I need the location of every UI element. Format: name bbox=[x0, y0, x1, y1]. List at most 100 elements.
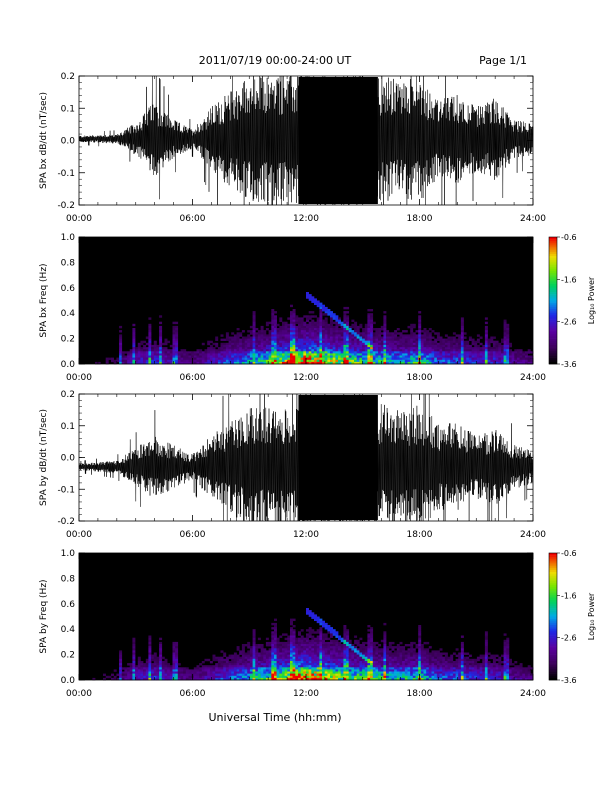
spectrogram-cell bbox=[356, 648, 360, 651]
spectrogram-cell bbox=[367, 675, 371, 679]
spectrogram-cell bbox=[290, 661, 293, 664]
spectrogram-cell bbox=[356, 328, 360, 331]
spectrogram-cell bbox=[217, 658, 221, 662]
spectrogram-cell bbox=[407, 361, 411, 365]
spectrogram-cell bbox=[426, 661, 430, 664]
spectrogram-cell bbox=[498, 355, 502, 358]
spectrogram-cell bbox=[175, 673, 179, 677]
spectrogram-cell bbox=[220, 673, 224, 677]
spectrogram-cell bbox=[284, 344, 288, 348]
spectrogram-cell bbox=[311, 311, 315, 314]
spectrogram-cell bbox=[386, 347, 390, 350]
spectrogram-cell bbox=[482, 661, 486, 664]
spectrogram-cell bbox=[284, 673, 288, 677]
spectrogram-cell bbox=[391, 673, 395, 677]
spectrogram-cell bbox=[284, 663, 288, 666]
spectrogram-cell bbox=[212, 342, 216, 346]
spectrogram-cell bbox=[442, 658, 446, 662]
spectrogram-cell bbox=[509, 342, 512, 346]
spectrogram-cell bbox=[316, 648, 320, 651]
spectrogram-cell bbox=[418, 332, 422, 335]
spectrogram-cell bbox=[386, 667, 390, 670]
spectrogram-cell bbox=[265, 650, 269, 653]
spectrogram-cell bbox=[346, 351, 350, 354]
spectrogram-cell bbox=[343, 650, 347, 653]
spectrogram-cell bbox=[324, 635, 328, 638]
spectrogram-cell bbox=[124, 359, 128, 363]
spectrogram-cell bbox=[225, 332, 229, 335]
spectrogram-cell bbox=[231, 359, 235, 363]
spectrogram-cell bbox=[159, 654, 163, 658]
spectrogram-cell bbox=[255, 644, 259, 647]
spectrogram-cell bbox=[247, 353, 251, 356]
spectrogram-cell bbox=[346, 321, 350, 325]
spectrogram-cell bbox=[466, 661, 470, 664]
spectrogram-cell bbox=[319, 340, 323, 344]
spectrogram-cell bbox=[399, 351, 403, 354]
spectrogram-cell bbox=[484, 336, 488, 339]
spectrogram-cell bbox=[231, 656, 235, 660]
spectrogram-cell bbox=[177, 669, 181, 672]
spectrogram-cell bbox=[314, 302, 317, 306]
spectrogram-cell bbox=[183, 675, 187, 679]
spectrogram-cell bbox=[442, 342, 446, 346]
spectrogram-cell bbox=[249, 349, 253, 352]
spectrogram-cell bbox=[244, 669, 248, 672]
spectrogram-cell bbox=[324, 625, 328, 628]
spectrogram-cell bbox=[308, 298, 312, 301]
spectrogram-cell bbox=[362, 663, 366, 666]
spectrogram-cell bbox=[271, 361, 275, 365]
spectrogram-cell bbox=[212, 357, 216, 361]
spectrogram-cell bbox=[375, 658, 379, 662]
spectrogram-cell bbox=[212, 359, 216, 363]
spectrogram-cell bbox=[255, 338, 259, 342]
spectrogram-cell bbox=[303, 665, 307, 668]
spectrogram-cell bbox=[249, 353, 253, 356]
spectrogram-cell bbox=[236, 332, 240, 335]
spectrogram-cell bbox=[410, 336, 414, 339]
spectrogram-cell bbox=[271, 665, 275, 668]
spectrogram-cell bbox=[383, 665, 387, 668]
spectrogram-cell bbox=[319, 321, 323, 325]
spectrogram-cell bbox=[164, 669, 168, 672]
spectrogram-cell bbox=[386, 663, 390, 666]
spectrogram-cell bbox=[217, 349, 221, 352]
spectrogram-cell bbox=[319, 637, 323, 641]
spectrogram-cell bbox=[167, 669, 171, 672]
spectrogram-cell bbox=[391, 669, 395, 672]
spectrogram-cell bbox=[263, 351, 267, 354]
spectrogram-cell bbox=[239, 355, 243, 358]
spectrogram-cell bbox=[159, 340, 163, 344]
spectrogram-cell bbox=[332, 325, 336, 329]
spectrogram-cell bbox=[452, 669, 456, 672]
spectrogram-cell bbox=[517, 353, 520, 356]
spectrogram-cell bbox=[458, 663, 462, 666]
spectrogram-cell bbox=[372, 344, 376, 348]
spectrogram-cell bbox=[161, 353, 165, 356]
spectrogram-cell bbox=[276, 330, 280, 333]
spectrogram-cell bbox=[330, 347, 333, 350]
spectrogram-cell bbox=[442, 361, 446, 365]
y-axis-label: SPA bx dB/dt (nT/sec) bbox=[39, 92, 49, 189]
spectrogram-cell bbox=[298, 667, 301, 670]
spectrogram-cell bbox=[223, 351, 227, 354]
spectrogram-cell bbox=[306, 332, 309, 335]
spectrogram-cell bbox=[484, 359, 488, 363]
spectrogram-cell bbox=[492, 663, 496, 666]
spectrogram-cell bbox=[378, 332, 382, 335]
colorbar-segment bbox=[549, 308, 557, 312]
spectrogram-cell bbox=[183, 671, 187, 674]
spectrogram-cell bbox=[487, 351, 491, 354]
spectrogram-cell bbox=[362, 344, 366, 348]
spectrogram-cell bbox=[252, 646, 256, 649]
spectrogram-cell bbox=[164, 347, 168, 350]
spectrogram-cell bbox=[282, 652, 285, 655]
spectrogram-cell bbox=[386, 340, 390, 344]
spectrogram-cell bbox=[359, 334, 363, 337]
spectrogram-cell bbox=[487, 344, 491, 348]
spectrogram-cell bbox=[249, 665, 253, 668]
spectrogram-cell bbox=[498, 656, 502, 660]
spectrogram-cell bbox=[399, 336, 403, 339]
spectrogram-cell bbox=[420, 342, 424, 346]
spectrogram-cell bbox=[460, 361, 464, 365]
